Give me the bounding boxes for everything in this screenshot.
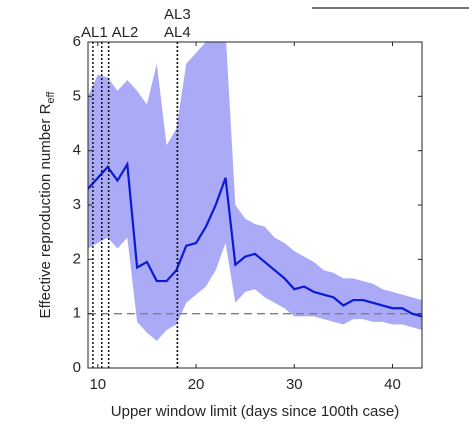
plot-area — [88, 42, 422, 341]
y-tick-label: 6 — [73, 33, 81, 50]
annotation-label: AL3 — [164, 6, 191, 23]
y-tick-label: 3 — [73, 196, 81, 213]
x-tick-label: 30 — [286, 376, 303, 393]
x-tick-label: 20 — [188, 376, 205, 393]
y-tick-label: 2 — [73, 250, 81, 267]
y-tick-label: 4 — [73, 142, 81, 159]
line — [88, 160, 422, 318]
confidence-band — [88, 42, 422, 341]
x-tick-label: 40 — [384, 376, 401, 393]
annotation-label: AL1 — [81, 24, 108, 41]
y-axis-label-sub: eff — [45, 91, 57, 104]
y-tick-label: 0 — [73, 359, 81, 376]
y-axis-label: Effective reproduction number Reff — [37, 91, 57, 319]
y-tick-label: 5 — [73, 87, 81, 104]
x-axis-label: Upper window limit (days since 100th cas… — [111, 403, 399, 420]
x-tick-label: 10 — [89, 376, 106, 393]
y-axis-label-main: Effective reproduction number R — [37, 103, 54, 318]
annotation-label: AL2 — [112, 24, 139, 41]
annotation-label: AL4 — [164, 24, 191, 41]
y-tick-label: 1 — [73, 305, 81, 322]
